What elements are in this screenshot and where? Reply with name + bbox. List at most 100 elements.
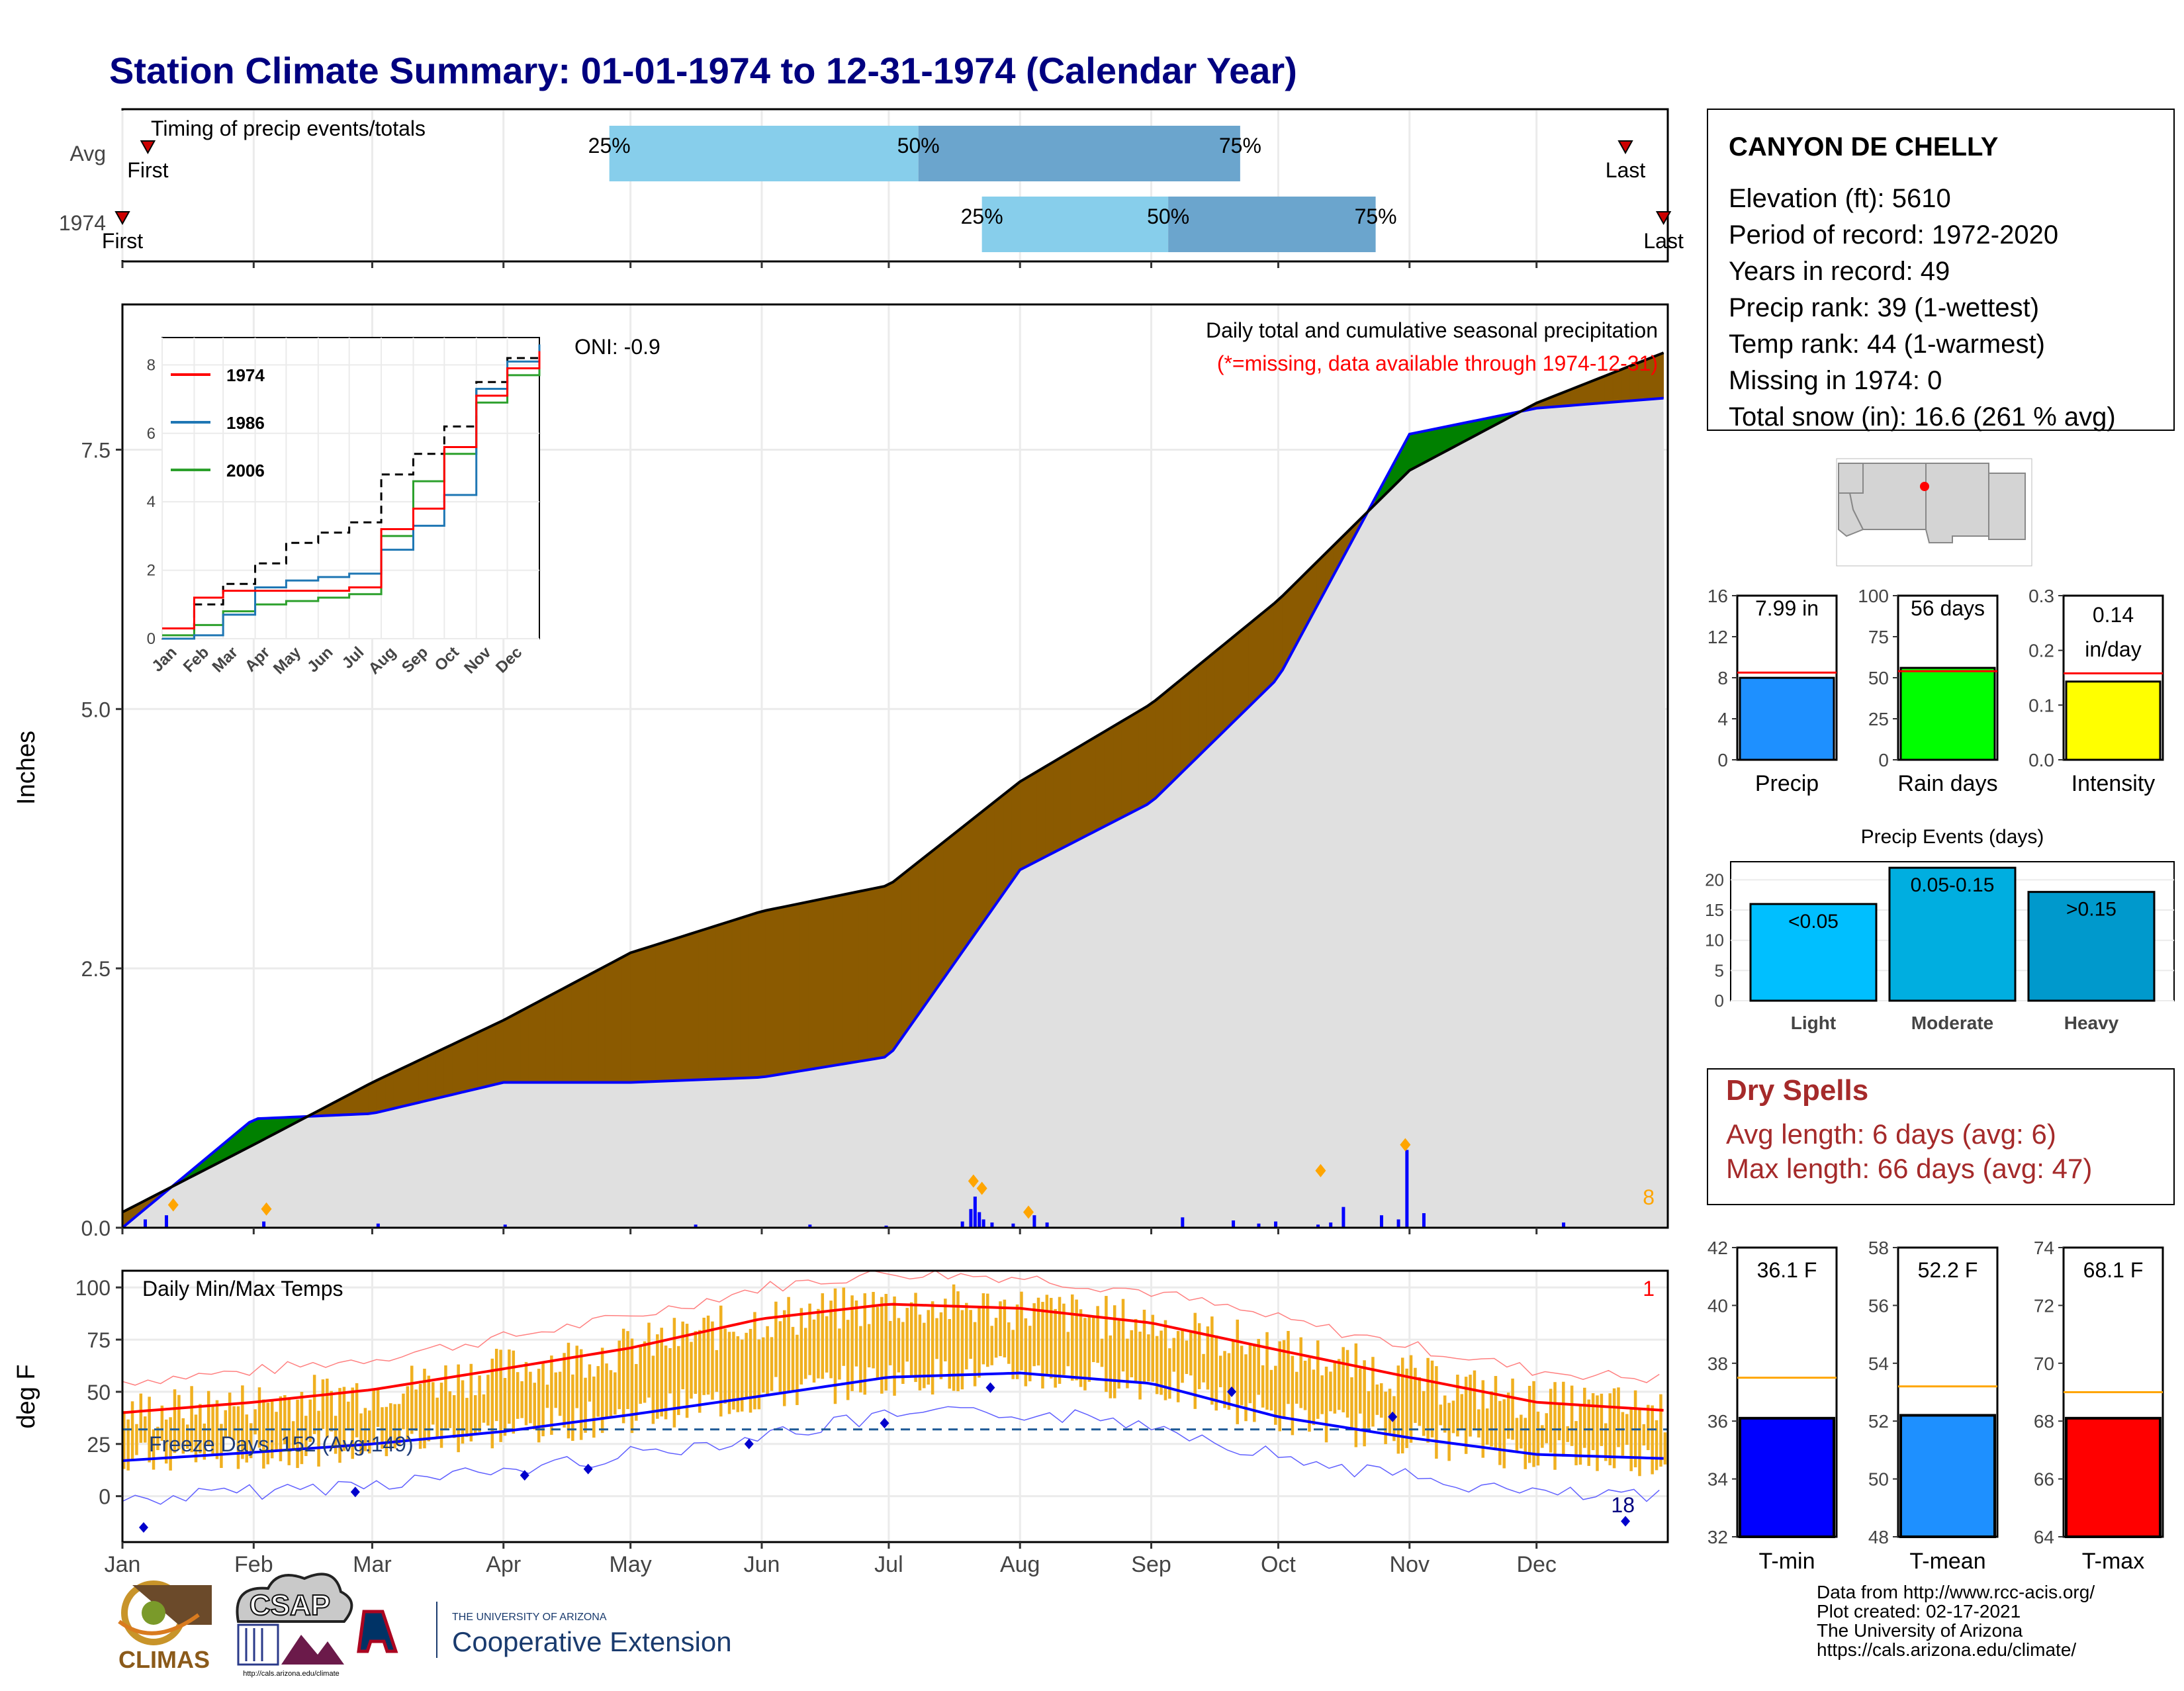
daily-temp-bar [452,1394,456,1438]
daily-temp-bar [706,1315,710,1395]
daily-temp-bar [1316,1340,1320,1419]
daily-temp-bar [1087,1316,1091,1382]
snow-marker [167,1198,179,1212]
daily-precip-bar [960,1221,964,1228]
precip-deficit-segment [1070,746,1080,845]
month-label-dec: Dec [1516,1552,1556,1577]
events-category-label: Heavy [2064,1013,2119,1033]
daily-temp-bar [368,1410,371,1454]
mini-bar-value-unit: in/day [2085,637,2141,661]
daily-temp-bar [1041,1302,1044,1389]
mini-bar-name: Rain days [1897,771,1997,796]
mini-bar-tick-label: 0.3 [2028,586,2054,606]
university-of-arizona-logo: THE UNIVERSITY OF ARIZONA Cooperative Ex… [357,1602,732,1658]
precip-deficit-segment [554,988,563,1083]
events-tick-label: 10 [1705,931,1724,950]
daily-temp-bar [1464,1377,1468,1454]
mini-bar-precip [1739,676,1835,761]
station-name: CANYON DE CHELLY [1729,132,1999,161]
footer-line-data: Data from http://www.rcc-acis.org/ [1817,1582,2095,1602]
daily-temp-bar [414,1389,418,1432]
temp-ytick-label: 50 [87,1381,111,1404]
daily-temp-bar [1096,1306,1099,1363]
daily-temp-bar [482,1394,486,1423]
daily-temp-bar [1625,1414,1629,1445]
daily-temp-bar [978,1306,981,1378]
events-tick-label: 0 [1715,991,1724,1011]
timing-bar-q1 [981,197,1169,252]
month-label-may: May [610,1552,652,1577]
daily-temp-bar [1308,1357,1311,1432]
daily-temp-bar [1375,1384,1379,1415]
daily-temp-bar [592,1376,596,1438]
daily-temp-bar [791,1326,795,1393]
daily-temp-bar [1091,1317,1095,1363]
precip-deficit-segment [858,889,868,1062]
daily-temp-bar [690,1342,693,1399]
temp-bar-tick-label: 42 [1707,1238,1728,1258]
temp-bar-tick-label: 32 [1707,1527,1728,1547]
daily-temp-bar [164,1419,168,1464]
temp-bar-tick-label: 48 [1868,1527,1889,1547]
daily-temp-bar [457,1364,460,1453]
daily-precip-bar [1316,1224,1320,1228]
precip-deficit-segment [782,905,792,1074]
daily-temp-bar [1232,1339,1235,1390]
daily-temp-bar [905,1308,909,1362]
precip-deficit-segment [588,970,597,1083]
timing-marker-last [1655,211,1672,226]
temp-bar-tick-label: 68 [2034,1411,2054,1432]
daily-temp-bar [833,1288,837,1404]
daily-temp-bar [203,1423,206,1460]
daily-precip-bar [981,1219,985,1228]
daily-temp-bar [854,1300,858,1367]
precip-deficit-segment [570,979,580,1083]
temperature-stats-bars: 32 34 36 38 40 42 36.1 F T-min 48 50 52 54 56 58 52.2 … [1707,1238,2164,1574]
precip-deficit-segment [647,944,657,1082]
precip-deficit-segment [630,950,639,1083]
daily-precip-bar [1045,1222,1049,1228]
daily-temp-bar [1202,1353,1205,1383]
daily-temp-bar [1265,1332,1269,1410]
daily-temp-bar [867,1324,871,1367]
precip-deficit-segment [1248,616,1257,708]
precip-deficit-segment [639,946,648,1083]
daily-precip-bar [973,1196,977,1228]
temp-panel-label: Daily Min/Max Temps [142,1277,343,1301]
events-tick-label: 15 [1705,900,1724,920]
temp-bar-tick-label: 70 [2034,1353,2054,1374]
precip-deficit-segment [977,807,987,931]
precip-ytick-label: 5.0 [81,698,111,721]
temp-bar-tick-label: 72 [2034,1295,2054,1316]
temp-bar-t-mean [1899,1414,1996,1538]
daily-temp-bar [1240,1346,1244,1406]
snow-marker [1023,1205,1034,1219]
daily-temp-bar [321,1379,325,1430]
daily-temp-bar [694,1331,698,1394]
daily-temp-bar [1532,1381,1535,1467]
daily-temp-bar [169,1417,172,1471]
daily-temp-bar [279,1396,283,1461]
temp-bar-t-max [2065,1416,2161,1539]
temp-corner-top: 1 [1643,1277,1655,1301]
month-label-jun: Jun [744,1552,780,1577]
daily-temp-bar [715,1349,719,1392]
daily-temp-bar [508,1349,511,1424]
daily-temp-bar [397,1404,401,1445]
inset-ytick-label: 6 [147,425,156,443]
month-label-feb: Feb [234,1552,273,1577]
daily-temp-bar [1557,1404,1561,1441]
daily-temp-bar [1253,1344,1256,1422]
daily-precip-bar [1329,1222,1333,1228]
precip-deficit-segment [1206,651,1215,749]
daily-temp-bar [723,1328,727,1404]
daily-temp-bar [224,1410,228,1439]
daily-temp-bar [512,1350,516,1434]
month-label-nov: Nov [1390,1552,1430,1577]
precip-deficit-segment [791,903,800,1073]
daily-temp-bar [1062,1303,1066,1375]
daily-temp-bar [778,1321,782,1394]
daily-temp-bar [520,1381,523,1418]
precip-deficit-segment [723,920,733,1079]
